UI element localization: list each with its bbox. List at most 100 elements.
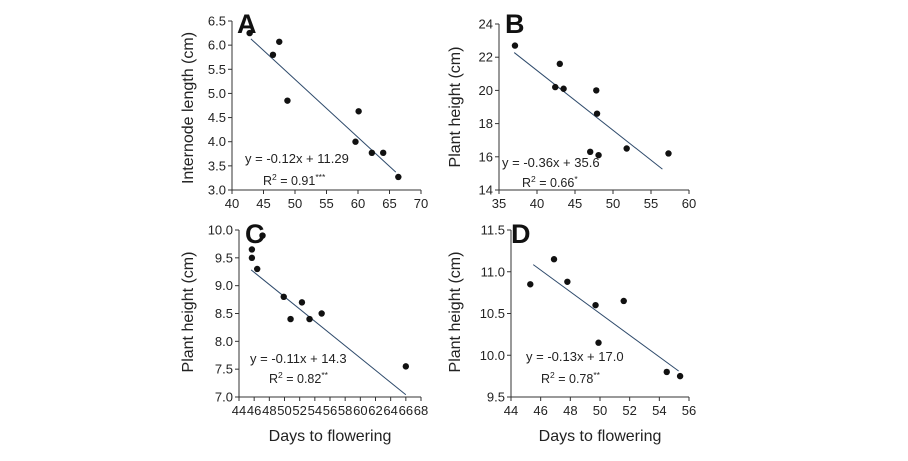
regression-equation: y = -0.11x + 14.3 — [250, 351, 347, 366]
r-squared-symbol: R — [269, 372, 278, 386]
x-tick-label: 62 — [368, 403, 382, 418]
regression-line — [250, 269, 407, 396]
data-point — [248, 254, 256, 262]
data-point — [395, 173, 402, 181]
y-tick-label: 8.0 — [215, 334, 233, 349]
r-squared-annotation: R2 = 0.78** — [541, 370, 601, 386]
significance-marker: ** — [321, 370, 328, 380]
x-tick-label: 64 — [383, 403, 397, 418]
y-tick-label: 11.5 — [481, 223, 505, 238]
x-tick-label: 40 — [530, 196, 544, 211]
x-tick-label: 58 — [338, 403, 352, 418]
x-tick-label: 68 — [414, 403, 428, 418]
panel-a: 40 45 50 55 60 65 70 3.0 3.5 4.0 4.5 5.0 5.5 6.0 6.5 In… — [180, 9, 428, 211]
data-point — [676, 372, 684, 380]
r-squared-annotation: R2 = 0.66* — [522, 174, 578, 190]
data-point — [276, 38, 283, 45]
data-point — [560, 85, 567, 92]
data-point — [556, 60, 563, 68]
r-squared-exponent: 2 — [278, 370, 283, 380]
data-point — [527, 281, 534, 288]
r-squared-annotation: R2 = 0.91*** — [263, 172, 326, 188]
x-tick-label: 46 — [533, 403, 547, 418]
x-tick-label: 70 — [414, 196, 428, 211]
y-tick-label: 9.0 — [215, 278, 233, 293]
r-squared-symbol: R — [541, 372, 550, 386]
panel-letter: D — [511, 219, 531, 249]
data-point — [623, 145, 630, 152]
data-point — [318, 310, 325, 317]
data-point — [306, 315, 313, 323]
x-tick-label: 48 — [563, 403, 577, 418]
x-tick-label: 50 — [593, 403, 607, 418]
y-tick-label: 10.0 — [480, 348, 505, 363]
data-point — [665, 150, 672, 157]
y-axis-title: Plant height (cm) — [180, 252, 197, 373]
data-point — [402, 363, 410, 370]
x-tick-label: 55 — [644, 196, 658, 211]
x-tick-label: 60 — [682, 196, 696, 211]
y-axis-title: Internode length (cm) — [180, 32, 197, 184]
x-tick-label: 54 — [308, 403, 322, 418]
y-tick-label: 9.5 — [215, 250, 233, 265]
data-point — [593, 87, 600, 94]
significance-marker: ** — [593, 370, 600, 380]
data-point — [592, 301, 599, 309]
y-tick-label: 10.0 — [208, 223, 233, 238]
x-tick-label: 40 — [225, 196, 239, 211]
x-tick-label: 50 — [606, 196, 620, 211]
x-tick-label: 52 — [622, 403, 636, 418]
y-tick-label: 3.5 — [208, 158, 226, 173]
data-point — [259, 232, 266, 239]
x-tick-label: 48 — [262, 403, 276, 418]
x-axis-title: Days to flowering — [539, 428, 662, 445]
x-tick-label: 66 — [399, 403, 413, 418]
r-squared-value: = 0.82 — [283, 372, 322, 386]
x-tick-label: 54 — [652, 403, 666, 418]
data-point — [552, 83, 559, 91]
r-squared-annotation: R2 = 0.82** — [269, 370, 329, 386]
significance-marker: * — [574, 174, 578, 184]
data-point — [595, 151, 602, 159]
y-tick-label: 20 — [479, 83, 493, 98]
data-point — [246, 29, 253, 37]
panel-letter: A — [237, 9, 257, 39]
y-tick-label: 3.0 — [208, 183, 226, 198]
y-tick-label: 10.5 — [480, 306, 505, 321]
data-point — [355, 108, 362, 115]
y-tick-label: 11.0 — [481, 264, 505, 279]
x-tick-label: 44 — [232, 403, 246, 418]
r-squared-value: = 0.91 — [277, 174, 316, 188]
x-tick-label: 46 — [247, 403, 261, 418]
panel-b: 35 40 45 50 55 60 14 16 18 20 22 24 Plant height (cm… — [447, 9, 696, 211]
x-tick-label: 45 — [256, 196, 270, 211]
data-point — [593, 110, 601, 117]
x-tick-label: 60 — [353, 403, 367, 418]
y-tick-label: 8.5 — [215, 306, 233, 321]
panel-d: 44 46 48 50 52 54 56 9.5 10.0 10.5 11.0 11.5 Plant h… — [447, 219, 696, 445]
r-squared-exponent: 2 — [550, 370, 555, 380]
regression-equation: y = -0.36x + 35.6 — [502, 155, 600, 170]
data-point — [269, 51, 277, 58]
y-tick-label: 5.5 — [208, 62, 226, 77]
data-point — [368, 149, 376, 157]
y-tick-label: 4.0 — [208, 134, 226, 149]
x-tick-label: 50 — [288, 196, 302, 211]
y-axis-title: Plant height (cm) — [447, 47, 464, 168]
regression-line — [513, 52, 663, 170]
data-point — [248, 246, 256, 253]
x-tick-label: 56 — [323, 403, 337, 418]
data-point — [284, 97, 291, 104]
panel-c: 44 46 48 50 52 54 56 58 60 62 64 66 68 7.0 7.5 8.0 8.5 9.… — [180, 219, 428, 445]
panel-letter: C — [245, 219, 265, 249]
data-point — [287, 315, 294, 323]
y-tick-label: 16 — [479, 149, 493, 164]
r-squared-value: = 0.66 — [536, 176, 575, 190]
x-tick-label: 65 — [382, 196, 396, 211]
data-point — [352, 138, 359, 145]
y-axis-title: Plant height (cm) — [447, 252, 464, 373]
y-tick-label: 7.5 — [215, 362, 233, 377]
data-point — [511, 42, 519, 49]
x-tick-label: 52 — [292, 403, 306, 418]
